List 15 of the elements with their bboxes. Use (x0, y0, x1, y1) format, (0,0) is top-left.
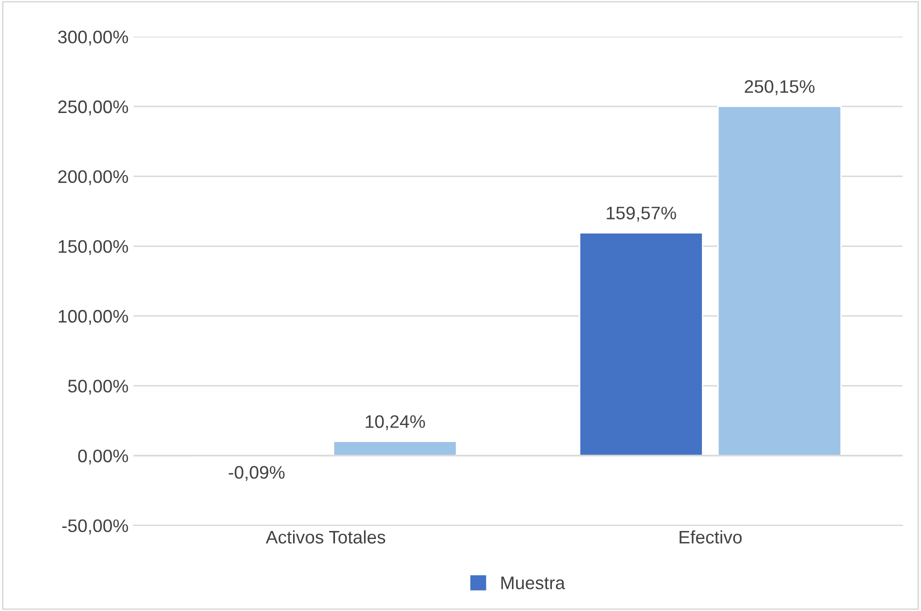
y-tick-label: 0,00% (78, 450, 128, 464)
data-label: -0,09% (228, 466, 285, 481)
data-label: 10,24% (366, 415, 425, 430)
y-tick-label: 250,00% (58, 100, 128, 116)
y-tick-label: 200,00% (58, 170, 128, 186)
data-label: 159,57% (606, 206, 676, 222)
x-tick-label: Efectivo (680, 530, 742, 544)
y-tick-label: -50,00% (62, 519, 128, 534)
x-tick-label: Activos Totales (266, 530, 386, 544)
y-tick-label: 50,00% (68, 380, 128, 395)
legend-label: Muestra (501, 576, 566, 590)
y-tick-label: 100,00% (58, 310, 128, 325)
y-tick-label: 300,00% (58, 30, 128, 46)
data-label: 250,15% (744, 80, 815, 96)
y-tick-label: 150,00% (58, 240, 128, 255)
